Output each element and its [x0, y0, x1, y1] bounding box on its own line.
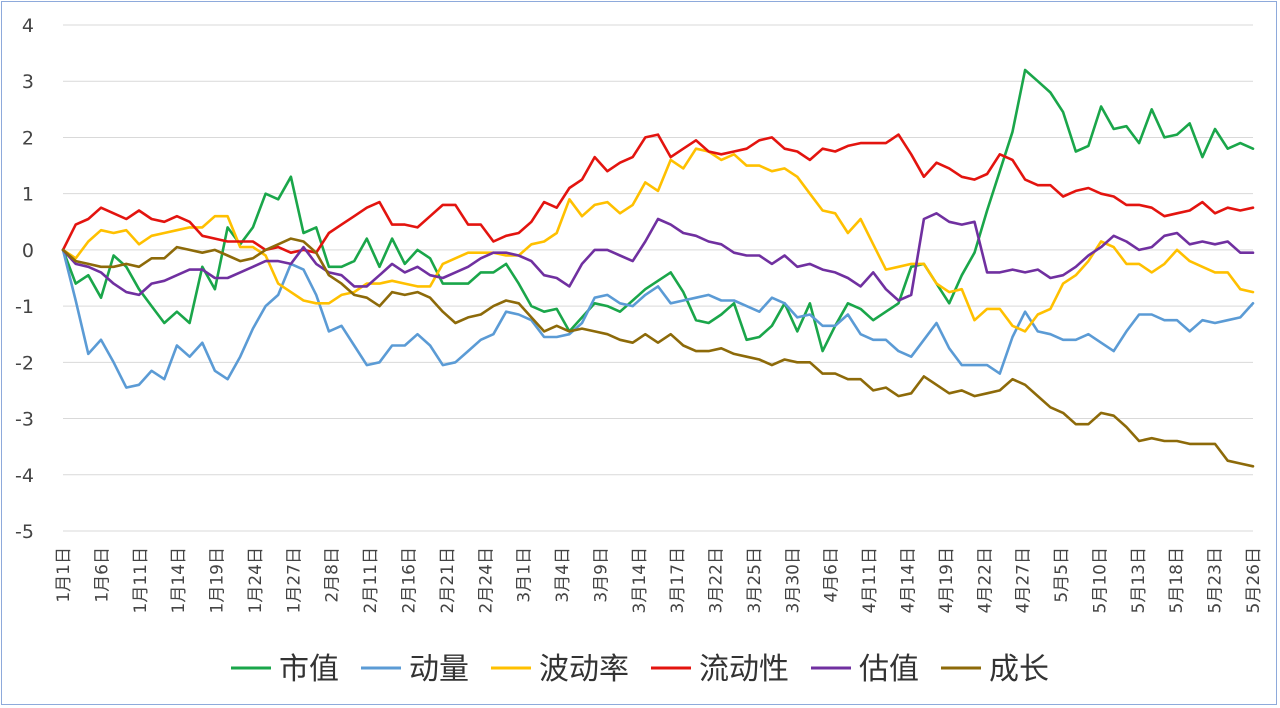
series-lines	[61, 68, 1255, 468]
x-tick-label: 2月21日	[438, 547, 458, 613]
x-tick-label: 2月11日	[361, 547, 381, 613]
gridlines	[63, 24, 1253, 532]
x-tick-label: 3月4日	[553, 547, 573, 603]
y-tick-label: -4	[15, 465, 34, 487]
x-tick-label: 5月10日	[1090, 547, 1110, 613]
x-tick-label: 5月18日	[1167, 547, 1187, 613]
x-tick-label: 4月14日	[899, 547, 919, 613]
legend-label: 波动率	[539, 652, 629, 687]
x-tick-label: 3月1日	[515, 547, 535, 603]
series-line-6	[61, 237, 1255, 468]
x-tick-label: 1月11日	[131, 547, 151, 613]
x-tick-label: 5月26日	[1244, 547, 1264, 613]
x-tick-label: 1月24日	[246, 547, 266, 613]
series-line-3	[61, 147, 1255, 333]
y-axis-ticks: 4 3 2 1 0 -1 -2 -3 -4 -5	[15, 15, 34, 543]
y-tick-label: -2	[15, 352, 34, 374]
y-tick-label: -1	[15, 296, 34, 318]
x-tick-label: 4月6日	[822, 547, 842, 603]
x-tick-label: 1月6日	[92, 547, 112, 603]
legend-label: 市值	[279, 652, 339, 687]
series-line-4	[61, 133, 1255, 254]
x-tick-label: 1月19日	[208, 547, 228, 613]
legend: 市值 动量 波动率 流动性 估值 成长	[231, 652, 1049, 687]
series-line-2	[61, 248, 1255, 389]
x-tick-label: 3月30日	[783, 547, 803, 613]
x-tick-label: 1月14日	[169, 547, 189, 613]
x-tick-label: 3月25日	[745, 547, 765, 613]
x-tick-label: 4月19日	[937, 547, 957, 613]
x-tick-label: 3月9日	[591, 547, 611, 603]
y-tick-label: -5	[15, 521, 34, 543]
x-tick-label: 5月5日	[1052, 547, 1072, 603]
legend-label: 动量	[409, 652, 469, 687]
x-tick-label: 1月1日	[54, 547, 74, 603]
y-tick-label: 1	[22, 184, 34, 206]
legend-label: 成长	[989, 652, 1049, 687]
x-tick-label: 3月22日	[707, 547, 727, 613]
y-tick-label: 2	[22, 127, 34, 149]
y-tick-label: 4	[22, 15, 34, 37]
x-tick-label: 2月16日	[399, 547, 419, 613]
legend-label: 流动性	[699, 652, 789, 687]
series-line-1	[61, 68, 1255, 353]
x-tick-label: 4月27日	[1014, 547, 1034, 613]
x-tick-label: 1月27日	[284, 547, 304, 613]
x-tick-label: 2月24日	[476, 547, 496, 613]
y-tick-label: 3	[22, 71, 34, 93]
x-tick-label: 2月8日	[323, 547, 343, 603]
x-tick-label: 3月17日	[668, 547, 688, 613]
y-tick-label: 0	[22, 240, 34, 262]
legend-label: 估值	[859, 652, 919, 687]
x-tick-label: 4月11日	[860, 547, 880, 613]
x-tick-label: 5月23日	[1206, 547, 1226, 613]
x-axis-ticks: 1月1日 1月6日 1月11日 1月14日 1月19日 1月24日 1月27日 2月8日 2月1…	[54, 547, 1264, 613]
x-tick-label: 3月14日	[630, 547, 650, 613]
x-tick-label: 5月13日	[1129, 547, 1149, 613]
x-tick-label: 4月22日	[975, 547, 995, 613]
y-tick-label: -3	[15, 409, 34, 431]
series-line-5	[61, 212, 1255, 302]
